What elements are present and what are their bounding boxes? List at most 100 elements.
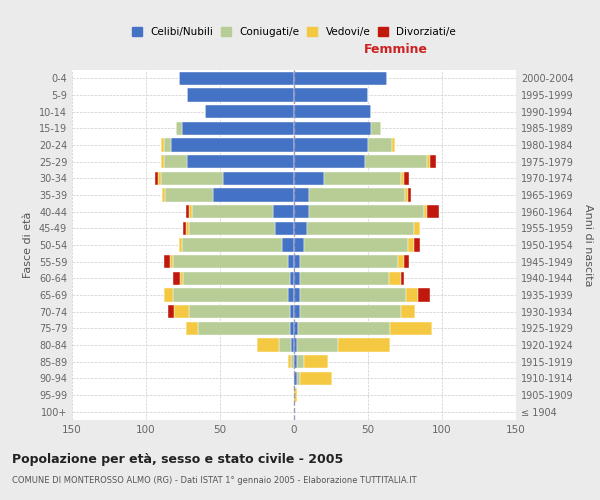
- Bar: [294, 138, 368, 151]
- Bar: [294, 238, 304, 252]
- Bar: [288, 288, 294, 302]
- Bar: [161, 172, 223, 185]
- Bar: [161, 138, 164, 151]
- Bar: [294, 105, 371, 118]
- Bar: [275, 222, 294, 235]
- Bar: [404, 172, 409, 185]
- Bar: [294, 172, 323, 185]
- Bar: [297, 338, 338, 351]
- Bar: [291, 355, 294, 368]
- Bar: [164, 288, 173, 302]
- Bar: [392, 138, 395, 151]
- Bar: [173, 255, 288, 268]
- Bar: [404, 255, 409, 268]
- Bar: [162, 188, 165, 202]
- Bar: [164, 155, 187, 168]
- Bar: [187, 88, 294, 102]
- Bar: [294, 72, 387, 85]
- Bar: [164, 255, 170, 268]
- Bar: [257, 338, 279, 351]
- Bar: [158, 172, 161, 185]
- Bar: [294, 288, 300, 302]
- Bar: [368, 138, 392, 151]
- Bar: [414, 238, 420, 252]
- Bar: [205, 105, 294, 118]
- Bar: [279, 338, 291, 351]
- Legend: Celibi/Nubili, Coniugati/e, Vedovi/e, Divorziati/e: Celibi/Nubili, Coniugati/e, Vedovi/e, Di…: [128, 22, 460, 41]
- Bar: [427, 205, 439, 218]
- Bar: [183, 222, 186, 235]
- Bar: [155, 172, 158, 185]
- Bar: [288, 355, 291, 368]
- Bar: [294, 255, 300, 268]
- Bar: [300, 255, 398, 268]
- Bar: [300, 272, 389, 285]
- Bar: [294, 155, 365, 168]
- Bar: [170, 255, 173, 268]
- Bar: [297, 355, 304, 368]
- Bar: [192, 205, 273, 218]
- Bar: [186, 322, 198, 335]
- Bar: [183, 272, 290, 285]
- Bar: [161, 155, 164, 168]
- Text: Femmine: Femmine: [364, 43, 428, 56]
- Bar: [290, 322, 294, 335]
- Bar: [294, 372, 297, 385]
- Bar: [294, 338, 297, 351]
- Bar: [304, 238, 408, 252]
- Bar: [176, 122, 182, 135]
- Bar: [414, 222, 420, 235]
- Bar: [282, 238, 294, 252]
- Bar: [408, 238, 414, 252]
- Bar: [186, 205, 189, 218]
- Bar: [186, 222, 189, 235]
- Bar: [430, 155, 436, 168]
- Bar: [179, 72, 294, 85]
- Bar: [294, 305, 300, 318]
- Y-axis label: Anni di nascita: Anni di nascita: [583, 204, 593, 286]
- Bar: [304, 355, 328, 368]
- Bar: [174, 305, 189, 318]
- Bar: [165, 188, 212, 202]
- Bar: [168, 305, 174, 318]
- Bar: [290, 305, 294, 318]
- Bar: [424, 205, 427, 218]
- Bar: [187, 155, 294, 168]
- Bar: [223, 172, 294, 185]
- Bar: [294, 322, 298, 335]
- Bar: [294, 355, 297, 368]
- Bar: [307, 222, 414, 235]
- Bar: [371, 122, 382, 135]
- Text: COMUNE DI MONTEROSSO ALMO (RG) - Dati ISTAT 1° gennaio 2005 - Elaborazione TUTTI: COMUNE DI MONTEROSSO ALMO (RG) - Dati IS…: [12, 476, 416, 485]
- Bar: [180, 272, 183, 285]
- Bar: [298, 322, 390, 335]
- Bar: [389, 272, 401, 285]
- Bar: [294, 272, 300, 285]
- Bar: [405, 188, 408, 202]
- Bar: [273, 205, 294, 218]
- Bar: [173, 288, 288, 302]
- Bar: [401, 272, 404, 285]
- Y-axis label: Fasce di età: Fasce di età: [23, 212, 33, 278]
- Bar: [297, 372, 300, 385]
- Bar: [365, 155, 427, 168]
- Bar: [290, 272, 294, 285]
- Text: Popolazione per età, sesso e stato civile - 2005: Popolazione per età, sesso e stato civil…: [12, 452, 343, 466]
- Bar: [291, 338, 294, 351]
- Bar: [189, 205, 192, 218]
- Bar: [294, 388, 297, 402]
- Bar: [300, 288, 406, 302]
- Bar: [198, 322, 290, 335]
- Bar: [401, 172, 404, 185]
- Bar: [294, 88, 368, 102]
- Bar: [338, 338, 390, 351]
- Bar: [408, 188, 411, 202]
- Bar: [182, 122, 294, 135]
- Bar: [212, 188, 294, 202]
- Bar: [164, 138, 171, 151]
- Bar: [189, 305, 290, 318]
- Bar: [406, 288, 418, 302]
- Bar: [418, 288, 430, 302]
- Bar: [173, 272, 180, 285]
- Bar: [427, 155, 430, 168]
